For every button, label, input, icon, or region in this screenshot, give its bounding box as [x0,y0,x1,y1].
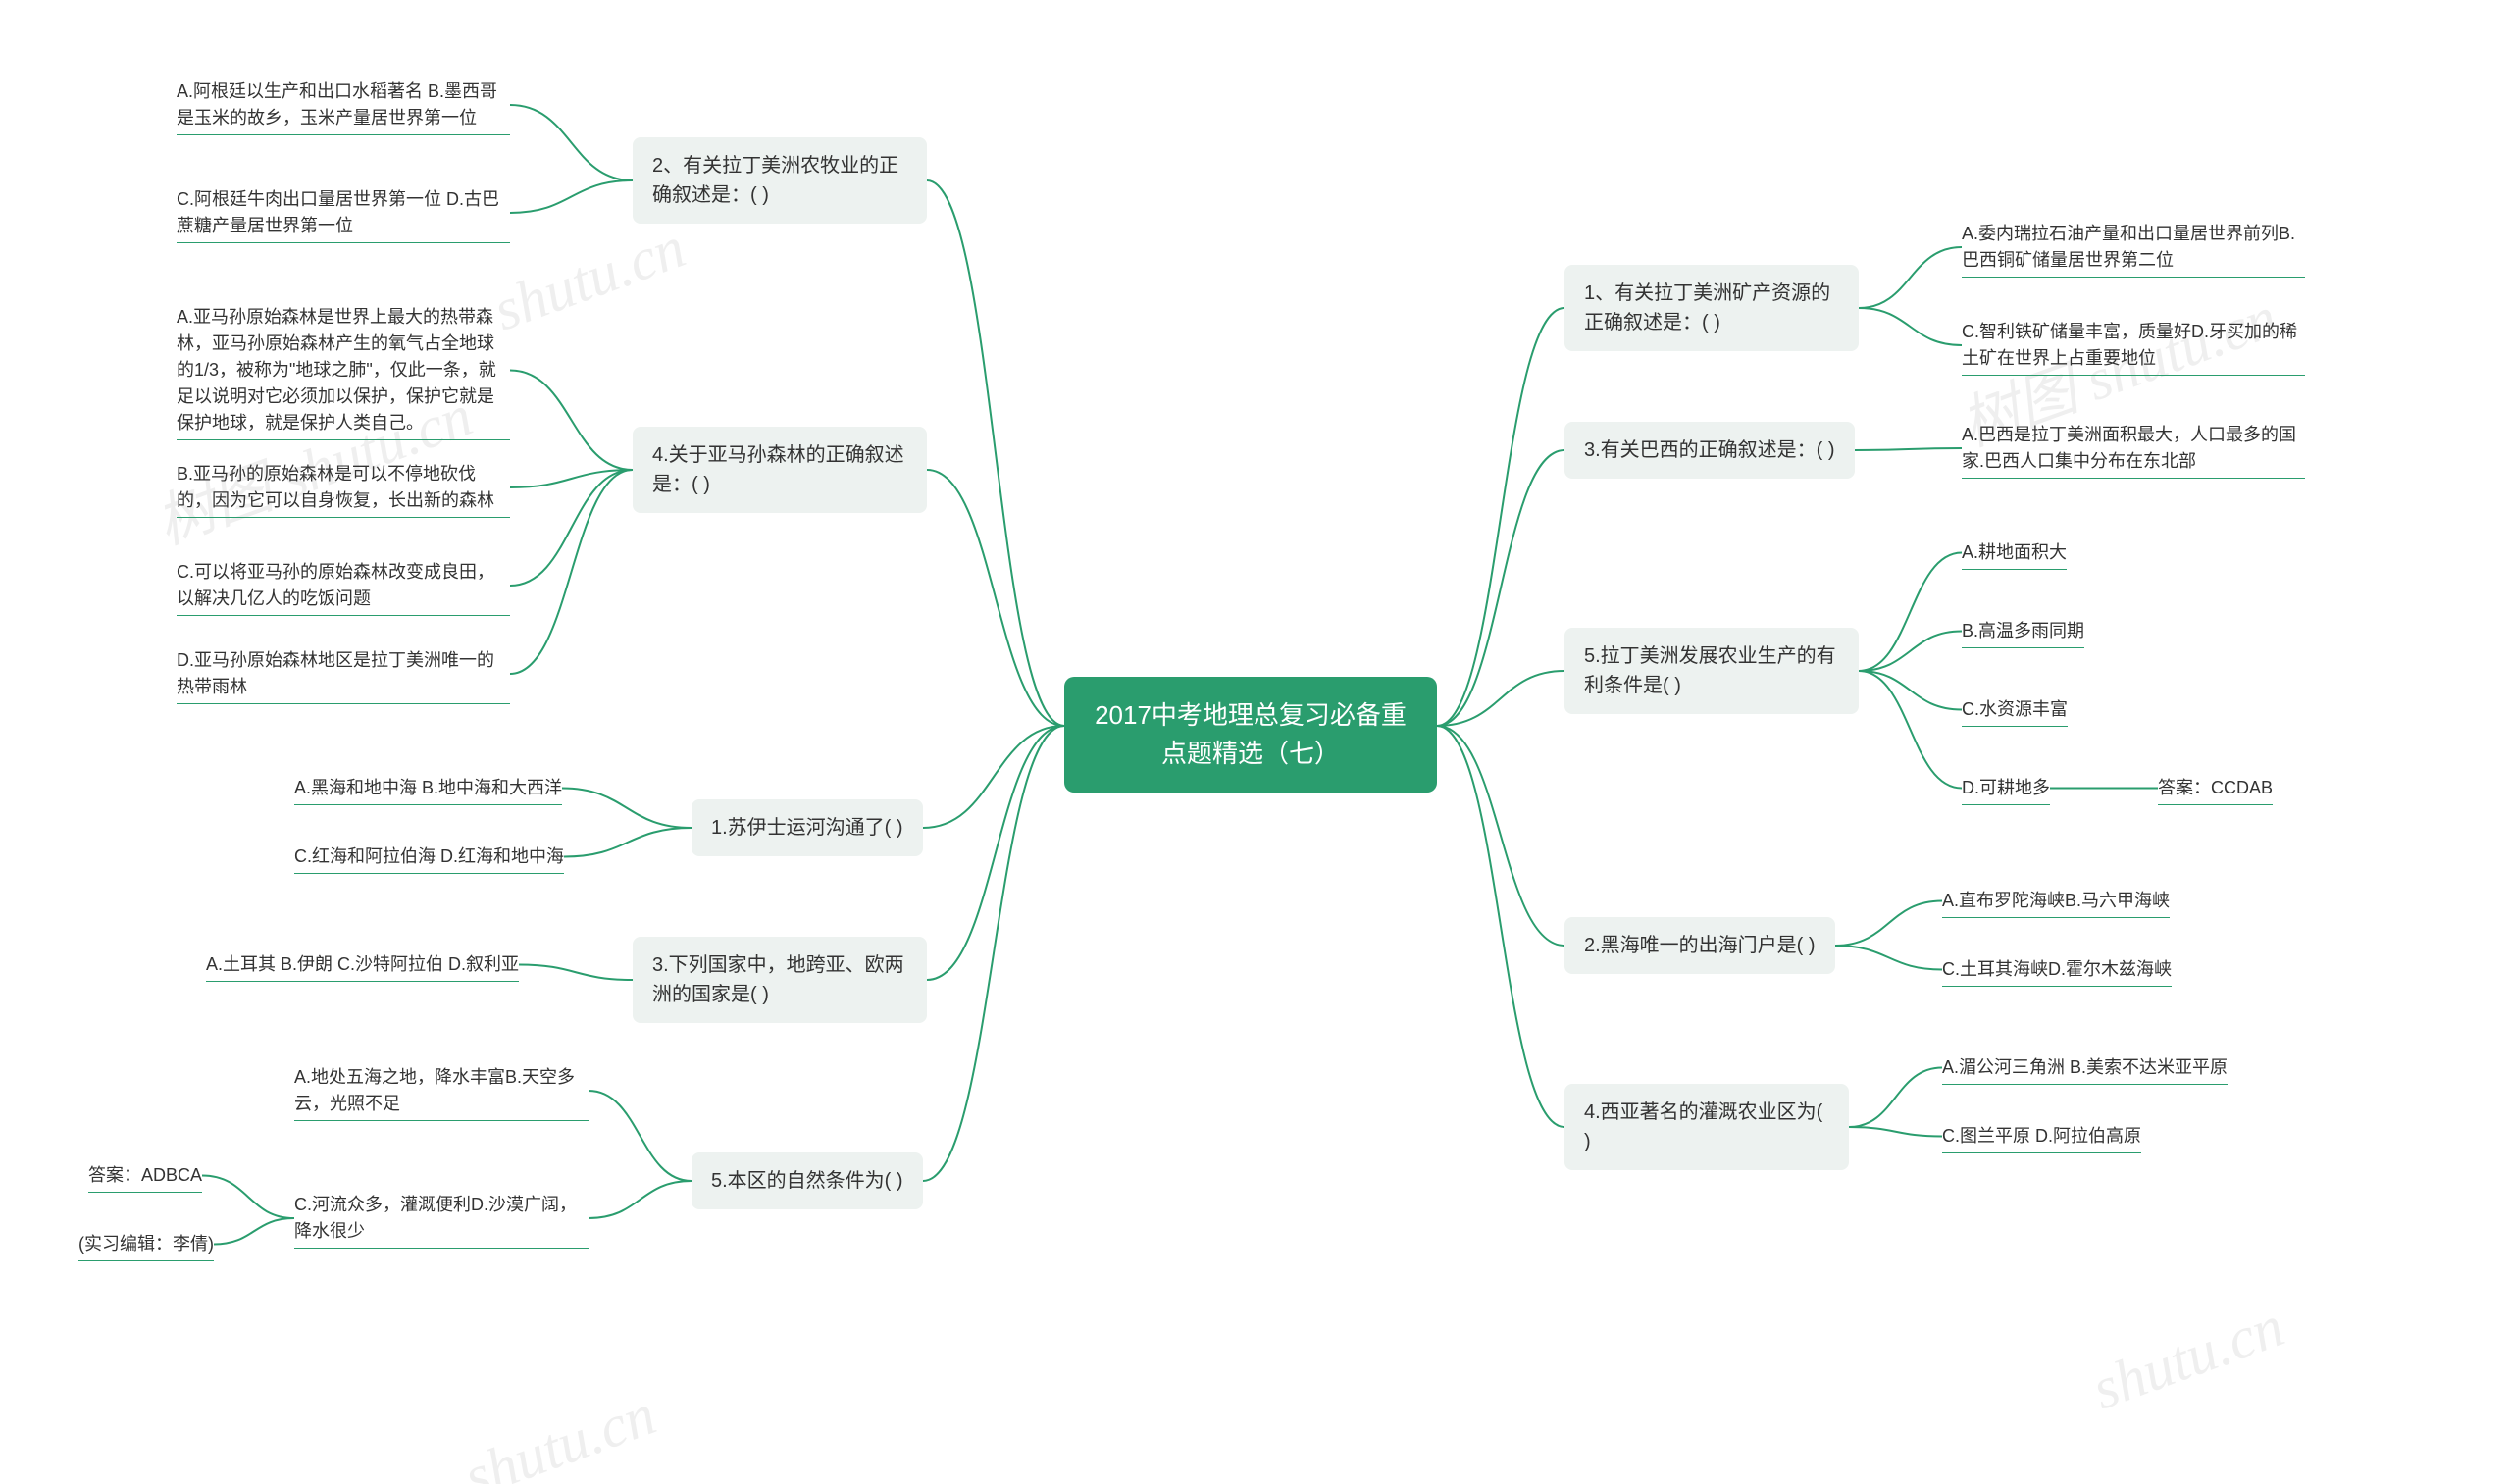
leaf-node: (实习编辑：李倩) [78,1231,214,1257]
branch-node: 3.有关巴西的正确叙述是：( ) [1564,422,1855,479]
leaf-node: C.红海和阿拉伯海 D.红海和地中海 [294,844,564,870]
leaf-node: B.亚马孙的原始森林是可以不停地砍伐的，因为它可以自身恢复，长出新的森林 [177,461,510,514]
leaf-node: C.图兰平原 D.阿拉伯高原 [1942,1123,2141,1150]
leaf-node: 答案：CCDAB [2158,775,2273,801]
branch-node: 5.本区的自然条件为( ) [692,1152,923,1209]
branch-node: 2、有关拉丁美洲农牧业的正确叙述是：( ) [633,137,927,224]
watermark: shutu.cn [455,1381,664,1484]
leaf-node: C.河流众多，灌溉便利D.沙漠广阔，降水很少 [294,1192,589,1245]
leaf-node: B.高温多雨同期 [1962,618,2084,644]
leaf-node: A.巴西是拉丁美洲面积最大，人口最多的国家.巴西人口集中分布在东北部 [1962,422,2305,475]
leaf-node: C.阿根廷牛肉出口量居世界第一位 D.古巴蔗糖产量居世界第一位 [177,186,510,239]
leaf-node: C.水资源丰富 [1962,696,2068,723]
leaf-node: A.直布罗陀海峡B.马六甲海峡 [1942,888,2170,914]
branch-node: 4.关于亚马孙森林的正确叙述是：( ) [633,427,927,513]
watermark: shutu.cn [2083,1293,2292,1424]
watermark: shutu.cn [485,214,693,345]
root-node: 2017中考地理总复习必备重点题精选（七） [1064,677,1437,793]
leaf-node: A.委内瑞拉石油产量和出口量居世界前列B.巴西铜矿储量居世界第二位 [1962,221,2305,274]
leaf-node: A.地处五海之地，降水丰富B.天空多云，光照不足 [294,1064,589,1117]
leaf-node: D.可耕地多 [1962,775,2050,801]
leaf-node: A.耕地面积大 [1962,539,2067,566]
leaf-node: A.湄公河三角洲 B.美索不达米亚平原 [1942,1054,2228,1081]
leaf-node: D.亚马孙原始森林地区是拉丁美洲唯一的热带雨林 [177,647,510,700]
branch-node: 1.苏伊士运河沟通了( ) [692,799,923,856]
leaf-node: C.可以将亚马孙的原始森林改变成良田，以解决几亿人的吃饭问题 [177,559,510,612]
branch-node: 1、有关拉丁美洲矿产资源的正确叙述是：( ) [1564,265,1859,351]
leaf-node: A.亚马孙原始森林是世界上最大的热带森林，亚马孙原始森林产生的氧气占全地球的1/… [177,304,510,436]
branch-node: 3.下列国家中，地跨亚、欧两洲的国家是( ) [633,937,927,1023]
branch-node: 2.黑海唯一的出海门户是( ) [1564,917,1835,974]
leaf-node: A.黑海和地中海 B.地中海和大西洋 [294,775,562,801]
leaf-node: C.土耳其海峡D.霍尔木兹海峡 [1942,956,2172,983]
branch-node: 5.拉丁美洲发展农业生产的有利条件是( ) [1564,628,1859,714]
leaf-node: A.阿根廷以生产和出口水稻著名 B.墨西哥是玉米的故乡，玉米产量居世界第一位 [177,78,510,131]
leaf-node: A.土耳其 B.伊朗 C.沙特阿拉伯 D.叙利亚 [206,951,519,978]
leaf-node: C.智利铁矿储量丰富，质量好D.牙买加的稀土矿在世界上占重要地位 [1962,319,2305,372]
branch-node: 4.西亚著名的灌溉农业区为( ) [1564,1084,1849,1170]
leaf-node: 答案：ADBCA [88,1162,202,1189]
